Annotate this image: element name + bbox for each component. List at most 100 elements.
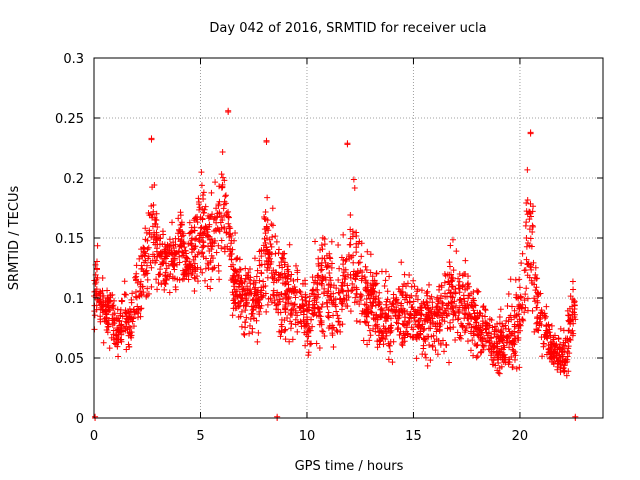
data-point [170, 239, 177, 246]
data-point [326, 254, 333, 261]
data-point [442, 293, 449, 300]
data-point [332, 303, 339, 310]
data-point [144, 276, 151, 283]
data-point [237, 313, 244, 320]
data-point [495, 369, 502, 376]
data-point [533, 284, 540, 291]
data-point [422, 351, 429, 358]
data-point [141, 252, 148, 259]
data-point [288, 271, 295, 278]
data-point [405, 319, 412, 326]
data-point [119, 297, 126, 304]
data-point [570, 286, 577, 293]
data-point [156, 271, 163, 278]
data-point [114, 306, 121, 313]
data-point [239, 286, 246, 293]
data-point [427, 295, 434, 302]
data-point [367, 269, 374, 276]
data-point [524, 211, 531, 218]
data-point [511, 307, 518, 314]
data-point [113, 335, 120, 342]
data-point [329, 301, 336, 308]
data-point [100, 339, 107, 346]
data-point [238, 275, 245, 282]
data-point [302, 297, 309, 304]
data-point [358, 253, 365, 260]
data-point [219, 174, 226, 181]
data-point [210, 216, 217, 223]
x-tick-label: 5 [196, 429, 204, 444]
data-point [345, 287, 352, 294]
data-point [385, 356, 392, 363]
data-point [340, 231, 347, 238]
data-point [138, 262, 145, 269]
data-point [95, 298, 102, 305]
data-point [222, 193, 229, 200]
data-point [529, 222, 536, 229]
data-point [495, 350, 502, 357]
data-point [484, 337, 491, 344]
data-point [148, 283, 155, 290]
data-point [229, 261, 236, 268]
data-point [131, 311, 138, 318]
data-point [318, 304, 325, 311]
data-point [225, 208, 232, 215]
data-point [344, 282, 351, 289]
data-point [427, 357, 434, 364]
data-point [225, 107, 232, 114]
data-point [249, 329, 256, 336]
data-point [278, 254, 285, 261]
data-point [363, 313, 370, 320]
data-point [498, 363, 505, 370]
data-point [132, 274, 139, 281]
data-point [447, 324, 454, 331]
data-point [264, 194, 271, 201]
data-point [455, 285, 462, 292]
data-point [242, 307, 249, 314]
data-point [189, 235, 196, 242]
data-point [325, 314, 332, 321]
data-point [324, 288, 331, 295]
data-point [282, 326, 289, 333]
data-point [445, 279, 452, 286]
data-point [366, 327, 373, 334]
data-point [416, 334, 423, 341]
data-point [491, 344, 498, 351]
data-point [528, 213, 535, 220]
y-tick-label: 0.2 [63, 172, 84, 187]
data-point [92, 413, 99, 420]
data-point [384, 296, 391, 303]
data-point [99, 275, 106, 282]
data-point [150, 201, 157, 208]
data-point [399, 335, 406, 342]
y-axis-label: SRMTID / TECUs [7, 186, 22, 291]
data-point [509, 364, 516, 371]
data-point [532, 264, 539, 271]
data-point [427, 325, 434, 332]
data-point [192, 267, 199, 274]
data-point [433, 328, 440, 335]
data-point [183, 254, 190, 261]
data-point [143, 229, 150, 236]
data-point [329, 332, 336, 339]
data-point [465, 315, 472, 322]
data-point [365, 322, 372, 329]
data-point [195, 201, 202, 208]
data-point [130, 323, 137, 330]
data-point [560, 365, 567, 372]
data-point [263, 308, 270, 315]
data-point [265, 254, 272, 261]
data-point [477, 310, 484, 317]
data-point [330, 324, 337, 331]
data-point [472, 302, 479, 309]
data-point [461, 298, 468, 305]
data-point [318, 259, 325, 266]
data-point [160, 277, 167, 284]
data-point [494, 345, 501, 352]
data-point [388, 322, 395, 329]
data-point [370, 285, 377, 292]
data-point [347, 211, 354, 218]
data-point [461, 310, 468, 317]
data-point [245, 287, 252, 294]
data-point [527, 235, 534, 242]
